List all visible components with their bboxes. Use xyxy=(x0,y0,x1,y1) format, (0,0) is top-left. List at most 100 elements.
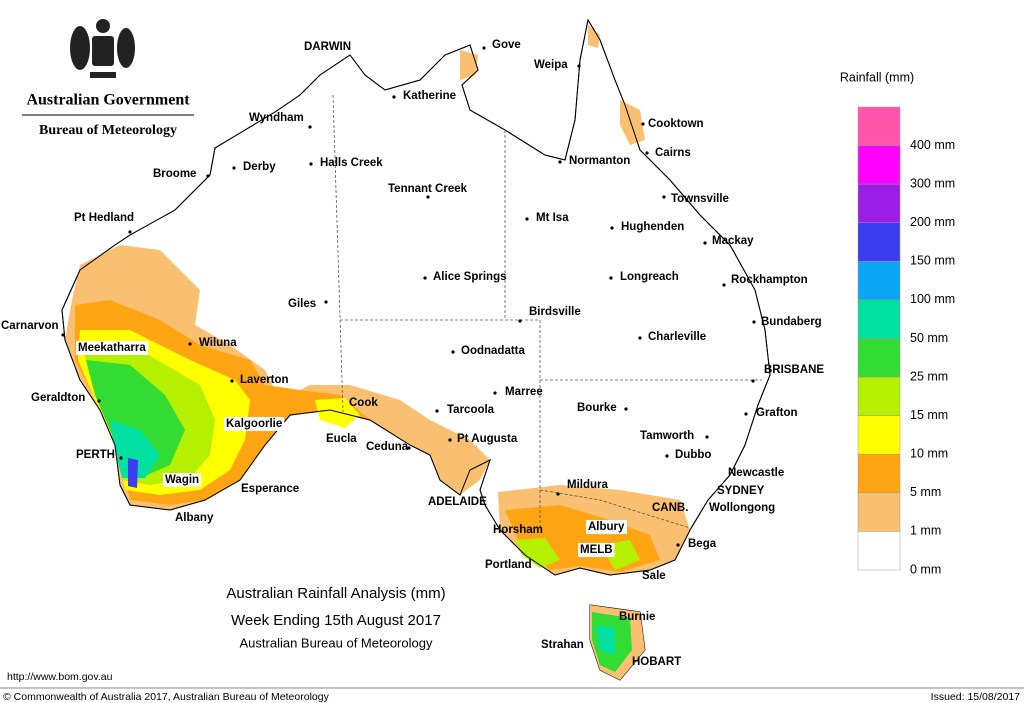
legend-label: 25 mm xyxy=(910,369,948,383)
place-label: Mackay xyxy=(712,235,754,247)
place-label: Albany xyxy=(175,512,214,524)
legend-swatch xyxy=(857,454,901,494)
caption-subtitle: Week Ending 15th August 2017 xyxy=(231,612,441,629)
place-label: Pt Hedland xyxy=(74,212,134,224)
place-label: Townsville xyxy=(671,193,729,205)
legend-label: 5 mm xyxy=(910,485,941,499)
place-label: Wollongong xyxy=(709,502,775,514)
place-label: Grafton xyxy=(756,407,798,419)
place-dot xyxy=(556,492,560,496)
legend-swatch xyxy=(857,106,901,146)
place-label: Katherine xyxy=(403,90,456,102)
place-label: Wiluna xyxy=(199,337,237,349)
rain-area xyxy=(315,398,360,428)
place-label: Horsham xyxy=(493,524,543,536)
place-dot xyxy=(407,446,411,450)
place-dot xyxy=(232,166,236,170)
place-label: Albury xyxy=(588,521,625,533)
place-dot xyxy=(705,435,709,439)
place-label: Carnarvon xyxy=(1,320,59,332)
place-label: Mt Isa xyxy=(536,212,569,224)
place-label: Hughenden xyxy=(621,221,684,233)
place-label: Meekatharra xyxy=(78,342,146,354)
place-label: Derby xyxy=(243,161,276,173)
place-dot xyxy=(518,319,522,323)
places: DARWIN Gove Weipa Katherine Wyndham Derby Broo… xyxy=(1,39,824,668)
place-label: Laverton xyxy=(240,374,289,386)
rain-area xyxy=(110,420,160,478)
place-dot xyxy=(119,456,123,460)
place-dot xyxy=(752,320,756,324)
place-label: Ceduna xyxy=(366,441,409,453)
header-subtitle: Bureau of Meteorology xyxy=(39,123,177,138)
place-dot xyxy=(751,379,755,383)
mainland-outline xyxy=(61,18,771,576)
place-dot xyxy=(722,283,726,287)
place-dot xyxy=(308,125,312,129)
legend-swatch xyxy=(857,261,901,301)
place-dot xyxy=(230,379,234,383)
footer-url[interactable]: http://www.bom.gov.au xyxy=(7,671,113,683)
place-label: Eucla xyxy=(326,433,357,445)
place-label: Newcastle xyxy=(728,467,784,479)
place-label: Broome xyxy=(153,168,196,180)
place-dot xyxy=(482,46,486,50)
place-label: Wyndham xyxy=(249,112,304,124)
place-dot xyxy=(392,95,396,99)
place-dot xyxy=(493,391,497,395)
legend-swatch xyxy=(857,376,901,416)
place-dot xyxy=(61,333,65,337)
place-label: ADELAIDE xyxy=(428,496,487,508)
place-dot xyxy=(624,407,628,411)
place-dot xyxy=(451,350,455,354)
place-dot xyxy=(423,276,427,280)
place-label: Strahan xyxy=(541,639,584,651)
place-label: Gove xyxy=(492,39,521,51)
place-label: Cairns xyxy=(655,147,691,159)
legend-label: 10 mm xyxy=(910,447,948,461)
legend-swatch xyxy=(857,531,901,571)
place-dot xyxy=(309,162,313,166)
place-dot xyxy=(206,174,210,178)
place-label: CANB. xyxy=(652,502,688,514)
place-label: Cook xyxy=(349,397,378,409)
legend-label: 0 mm xyxy=(910,562,941,576)
label-box xyxy=(578,543,615,558)
label-box xyxy=(224,417,285,432)
place-label: Normanton xyxy=(569,155,630,167)
label-box xyxy=(76,341,149,356)
legend-swatch xyxy=(857,415,901,455)
label-box xyxy=(163,473,202,488)
legend-label: 400 mm xyxy=(910,138,955,152)
place-label: BRISBANE xyxy=(764,364,824,376)
footer-copyright: © Commonwealth of Australia 2017, Austra… xyxy=(3,691,330,703)
place-dot xyxy=(324,300,328,304)
place-label: Mildura xyxy=(567,479,608,491)
legend-title: Rainfall (mm) xyxy=(840,70,914,84)
legend-swatch xyxy=(857,492,901,532)
place-label: Burnie xyxy=(619,611,655,623)
rain-area xyxy=(460,25,645,145)
place-label: Bundaberg xyxy=(761,316,822,328)
place-dot xyxy=(435,409,439,413)
place-dot xyxy=(744,412,748,416)
place-dot xyxy=(662,195,666,199)
place-dot xyxy=(641,122,645,126)
emblem xyxy=(70,19,135,78)
place-label: SYDNEY xyxy=(717,485,765,497)
place-label: Esperance xyxy=(241,483,299,495)
legend-swatch xyxy=(857,222,901,262)
place-dot xyxy=(558,160,562,164)
place-label: Rockhampton xyxy=(731,274,808,286)
rain-area xyxy=(86,360,185,478)
place-dot xyxy=(525,217,529,221)
place-label: Oodnadatta xyxy=(461,345,525,357)
place-label: Alice Springs xyxy=(433,271,507,283)
place-label: Tarcoola xyxy=(447,404,495,416)
legend-label: 15 mm xyxy=(910,408,948,422)
place-label: Sale xyxy=(642,570,666,582)
place-label: MELB xyxy=(580,544,613,556)
rain-area xyxy=(128,458,138,488)
legend: 400 mm 300 mm 200 mm 150 mm 100 mm 50 mm 25 mm… xyxy=(857,106,955,576)
